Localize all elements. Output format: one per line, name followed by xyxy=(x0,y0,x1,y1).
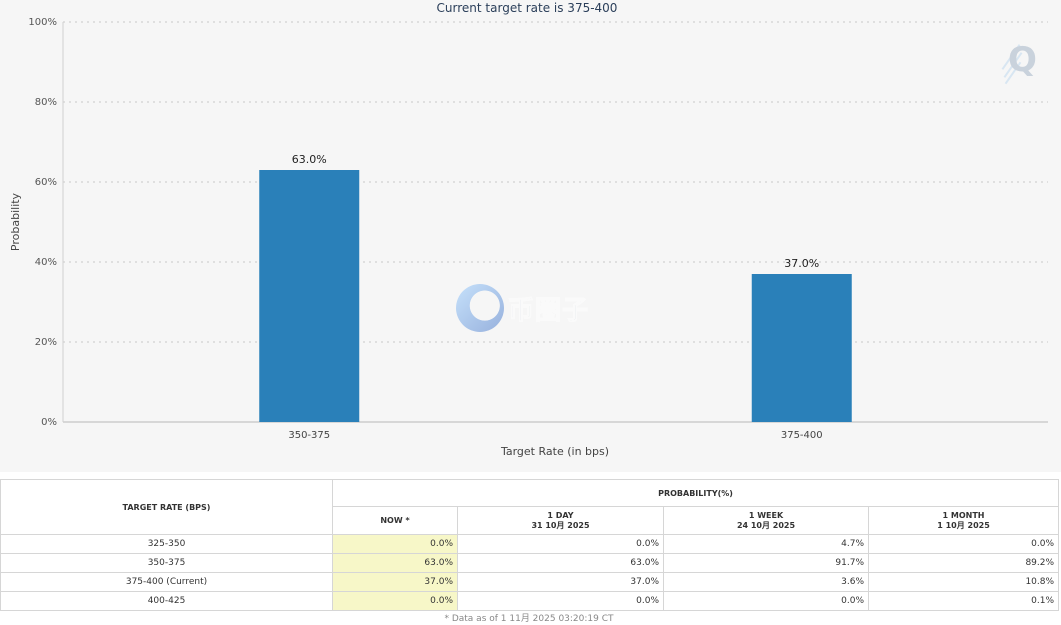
q-logo-letter: Q xyxy=(1008,40,1037,80)
rate-cell: 325-350 xyxy=(0,534,333,554)
week-cell: 4.7% xyxy=(663,534,869,554)
month-cell: 89.2% xyxy=(867,553,1060,573)
day-cell: 37.0% xyxy=(457,572,664,592)
table-row: 325-350 0.0% 0.0% 4.7% 0.0% xyxy=(0,534,1060,554)
week-cell: 0.0% xyxy=(663,591,869,611)
y-tick-label: 60% xyxy=(35,177,57,188)
table-row: 375-400 (Current) 37.0% 37.0% 3.6% 10.8% xyxy=(0,572,1060,592)
now-cell: 63.0% xyxy=(332,553,458,573)
day-cell: 0.0% xyxy=(457,534,664,554)
grid: 0% 20% 40% 60% 80% 100% xyxy=(28,17,1048,428)
col-header-now: NOW * xyxy=(332,506,458,535)
rate-cell: 375-400 (Current) xyxy=(0,572,333,592)
table-row: 400-425 0.0% 0.0% 0.0% 0.1% xyxy=(0,591,1060,611)
col-header-1day: 1 DAY 31 10月 2025 xyxy=(457,506,664,535)
now-cell: 37.0% xyxy=(332,572,458,592)
x-tick-label: 350-375 xyxy=(288,430,330,441)
rate-cell: 400-425 xyxy=(0,591,333,611)
day-cell: 0.0% xyxy=(457,591,664,611)
y-tick-label: 0% xyxy=(41,417,57,428)
target-rate-header: TARGET RATE (BPS) xyxy=(0,479,333,535)
chart-title: Current target rate is 375-400 xyxy=(437,1,618,15)
x-tick-label: 375-400 xyxy=(781,430,823,441)
chart-panel: Current target rate is 375-400 0% 20% 40% 6… xyxy=(9,1,1048,458)
y-tick-label: 40% xyxy=(35,257,57,268)
data-label: 63.0% xyxy=(292,153,327,166)
y-tick-label: 20% xyxy=(35,337,57,348)
table-row: 350-375 63.0% 63.0% 91.7% 89.2% xyxy=(0,553,1060,573)
month-cell: 0.0% xyxy=(867,534,1060,554)
now-cell: 0.0% xyxy=(332,534,458,554)
watermark-circle-icon xyxy=(456,284,504,332)
week-cell: 3.6% xyxy=(663,572,869,592)
y-tick-label: 100% xyxy=(28,17,57,28)
data-label: 37.0% xyxy=(784,257,819,270)
y-tick-label: 80% xyxy=(35,97,57,108)
watermark-text: 币圈子 xyxy=(507,295,590,326)
bar-375-400[interactable] xyxy=(751,274,852,422)
col-header-1week: 1 WEEK 24 10月 2025 xyxy=(663,506,869,535)
month-cell: 0.1% xyxy=(867,591,1060,611)
probability-table: TARGET RATE (BPS) PROBABILITY(%) NOW * 1… xyxy=(0,479,1060,611)
now-cell: 0.0% xyxy=(332,591,458,611)
y-axis-title: Probability xyxy=(9,192,22,251)
col-header-1month: 1 MONTH 1 10月 2025 xyxy=(867,506,1060,535)
day-cell: 63.0% xyxy=(457,553,664,573)
q-logo-icon: Q xyxy=(996,34,1040,86)
watermark-logo: 币圈子 xyxy=(456,284,589,332)
x-axis-title: Target Rate (in bps) xyxy=(500,445,609,458)
rate-cell: 350-375 xyxy=(0,553,333,573)
footnote: * Data as of 1 11月 2025 03:20:19 CT xyxy=(444,614,614,624)
bars: 63.0% 350-375 37.0% 375-400 xyxy=(259,153,852,441)
probability-header: PROBABILITY(%) xyxy=(331,479,1060,507)
probability-chart: Current target rate is 375-400 0% 20% 40% 6… xyxy=(9,1,1048,458)
week-cell: 91.7% xyxy=(663,553,869,573)
bar-350-375[interactable] xyxy=(259,170,360,422)
month-cell: 10.8% xyxy=(867,572,1060,592)
